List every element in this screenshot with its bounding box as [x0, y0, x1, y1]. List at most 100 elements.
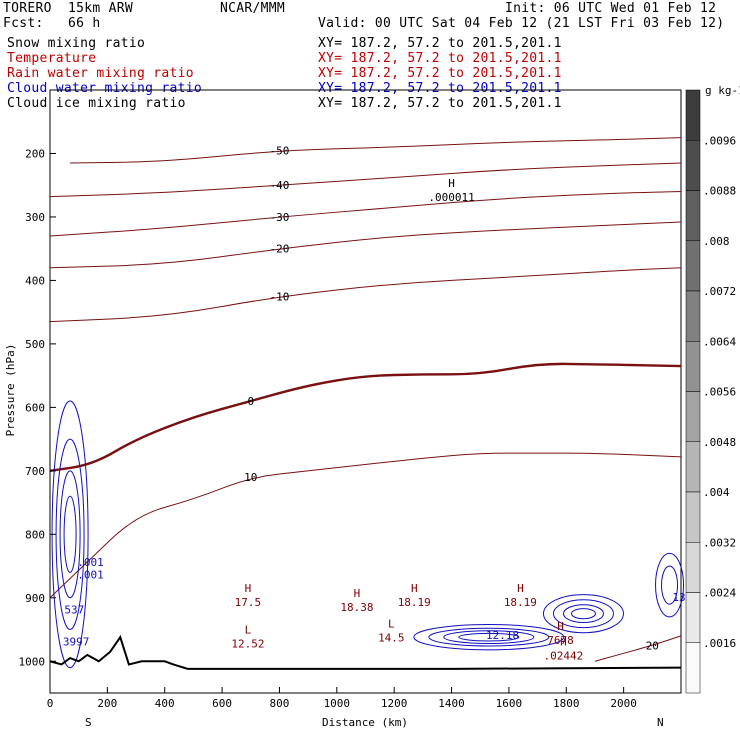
forecast-hour: Fcst: 66 h	[3, 16, 101, 31]
temperature-contour-line	[594, 635, 682, 662]
x-tick-label: 800	[270, 697, 290, 710]
colorbar-swatch	[685, 592, 701, 643]
cloud-water-contour	[55, 438, 85, 631]
extremum-value: 12.52	[231, 638, 264, 651]
colorbar-swatch	[685, 542, 701, 593]
colorbar-swatch	[685, 190, 701, 241]
temperature-contour-label: 20	[646, 639, 659, 652]
extremum-value: 18.19	[398, 596, 431, 609]
field-xy-temperature: XY= 187.2, 57.2 to 201.5,201.1	[318, 51, 562, 66]
x-tick-label: 1000	[324, 697, 351, 710]
colorbar-label: .0024	[703, 587, 736, 600]
colorbar-swatch	[685, 290, 701, 342]
extremum-type: H	[557, 620, 564, 633]
valid-time: Valid: 00 UTC Sat 04 Feb 12 (21 LST Fri …	[318, 16, 725, 31]
colorbar-swatch	[685, 140, 701, 191]
field-name-snow: Snow mixing ratio	[7, 36, 146, 51]
cloud-water-contour	[542, 594, 624, 634]
field-name-cloud-water: Cloud water mixing ratio	[7, 81, 203, 96]
y-tick-label: 800	[25, 528, 45, 541]
extremum-type: H	[411, 582, 418, 595]
colorbar-swatch	[685, 341, 701, 392]
cloud-water-contour	[63, 495, 77, 573]
extremum-value: 14.5	[378, 631, 405, 644]
north-endpoint: N	[657, 716, 664, 729]
colorbar-swatch	[685, 391, 701, 442]
colorbar-swatch	[685, 642, 701, 694]
colorbar-label: .0072	[703, 285, 736, 298]
colorbar-label: .004	[703, 486, 730, 499]
terrain-line	[49, 634, 682, 670]
extremum-type: H	[448, 177, 455, 190]
x-tick-label: 400	[155, 697, 175, 710]
colorbar-label: .0016	[703, 637, 736, 650]
cloud-value-label: .001	[77, 556, 104, 569]
field-name-rain: Rain water mixing ratio	[7, 66, 194, 81]
temperature-contour-line	[49, 452, 682, 599]
colorbar-swatch	[685, 441, 701, 493]
x-tick-label: 600	[212, 697, 232, 710]
field-xy-cloud-water: XY= 187.2, 57.2 to 201.5,201.1	[318, 81, 562, 96]
cloud-water-contour	[661, 565, 679, 605]
y-tick-label: 500	[25, 338, 45, 351]
cloud-value-label: .001	[77, 569, 104, 582]
cloud-water-contour	[443, 630, 535, 644]
temperature-contour-label: -40	[270, 179, 290, 192]
cloud-water-contour	[552, 599, 614, 629]
temperature-contour-line	[49, 162, 682, 198]
temperature-contour-label: -50	[270, 144, 290, 157]
x-tick-label: 200	[97, 697, 117, 710]
temperature-contour-label: -20	[270, 243, 290, 256]
plot-frame	[49, 89, 682, 694]
cloud-value-label: 3997	[63, 635, 89, 648]
field-name-temperature: Temperature	[7, 51, 97, 66]
colorbar-swatch	[685, 89, 701, 141]
cloud-value-label: 12.18	[486, 629, 519, 642]
x-tick-label: 0	[47, 697, 54, 710]
cloud-water-contour	[562, 604, 604, 624]
x-tick-label: 1800	[553, 697, 580, 710]
temperature-contour-line	[49, 362, 682, 473]
cloud-value-label: 537	[64, 604, 84, 617]
extremum-value: 18.38	[340, 601, 373, 614]
cloud-water-contour	[570, 608, 596, 620]
colorbar-label: .008	[703, 235, 730, 248]
x-axis-label: Distance (km)	[322, 716, 408, 729]
cloud-water-contour	[428, 627, 550, 647]
temperature-contour-line	[49, 191, 682, 237]
x-tick-label: 1200	[381, 697, 408, 710]
contour-labels: H.000011H17.5H18.38H18.19H18.19L12.52L14…	[63, 177, 686, 663]
temperature-contour-line	[49, 267, 682, 323]
y-tick-label: 300	[25, 211, 45, 224]
init-time: Init: 06 UTC Wed 01 Feb 12	[505, 1, 717, 16]
extremum-value: .02442	[544, 650, 584, 663]
colorbar-label: .0048	[703, 436, 736, 449]
extremum-value: 18.19	[504, 596, 537, 609]
cloud-water-contour	[59, 470, 81, 599]
extremum-value: 7678	[547, 634, 574, 647]
cloud-water-contour	[51, 400, 89, 669]
field-xy-cloud-ice: XY= 187.2, 57.2 to 201.5,201.1	[318, 96, 562, 111]
y-tick-label: 200	[25, 147, 45, 160]
cloud-value-label: 13	[672, 591, 685, 604]
cloud-water-contour	[413, 623, 565, 651]
extremum-value: .000011	[428, 191, 474, 204]
model-name: TORERO 15km ARW	[3, 1, 134, 16]
extremum-type: H	[245, 582, 252, 595]
extremum-type: L	[245, 624, 252, 637]
south-endpoint: S	[85, 716, 92, 729]
temperature-contour-line	[70, 137, 682, 164]
temperature-contour-label: 0	[247, 395, 254, 408]
temperature-contour-line	[49, 221, 682, 269]
colorbar-swatch	[685, 240, 701, 292]
colorbar-label: .0056	[703, 386, 736, 399]
colorbar-swatch	[685, 491, 701, 543]
field-name-cloud-ice: Cloud ice mixing ratio	[7, 96, 186, 111]
extremum-type: H	[517, 582, 524, 595]
field-xy-rain: XY= 187.2, 57.2 to 201.5,201.1	[318, 66, 562, 81]
colorbar-label: .0064	[703, 335, 736, 348]
temperature-contours: -50 -40 -30 -20 -10 0 10 20	[49, 137, 682, 662]
colorbar: .0096 .0088 .008 .0072 .0064 .0056 .0048 .004 .0…	[685, 89, 736, 694]
colorbar-label: .0088	[703, 185, 736, 198]
